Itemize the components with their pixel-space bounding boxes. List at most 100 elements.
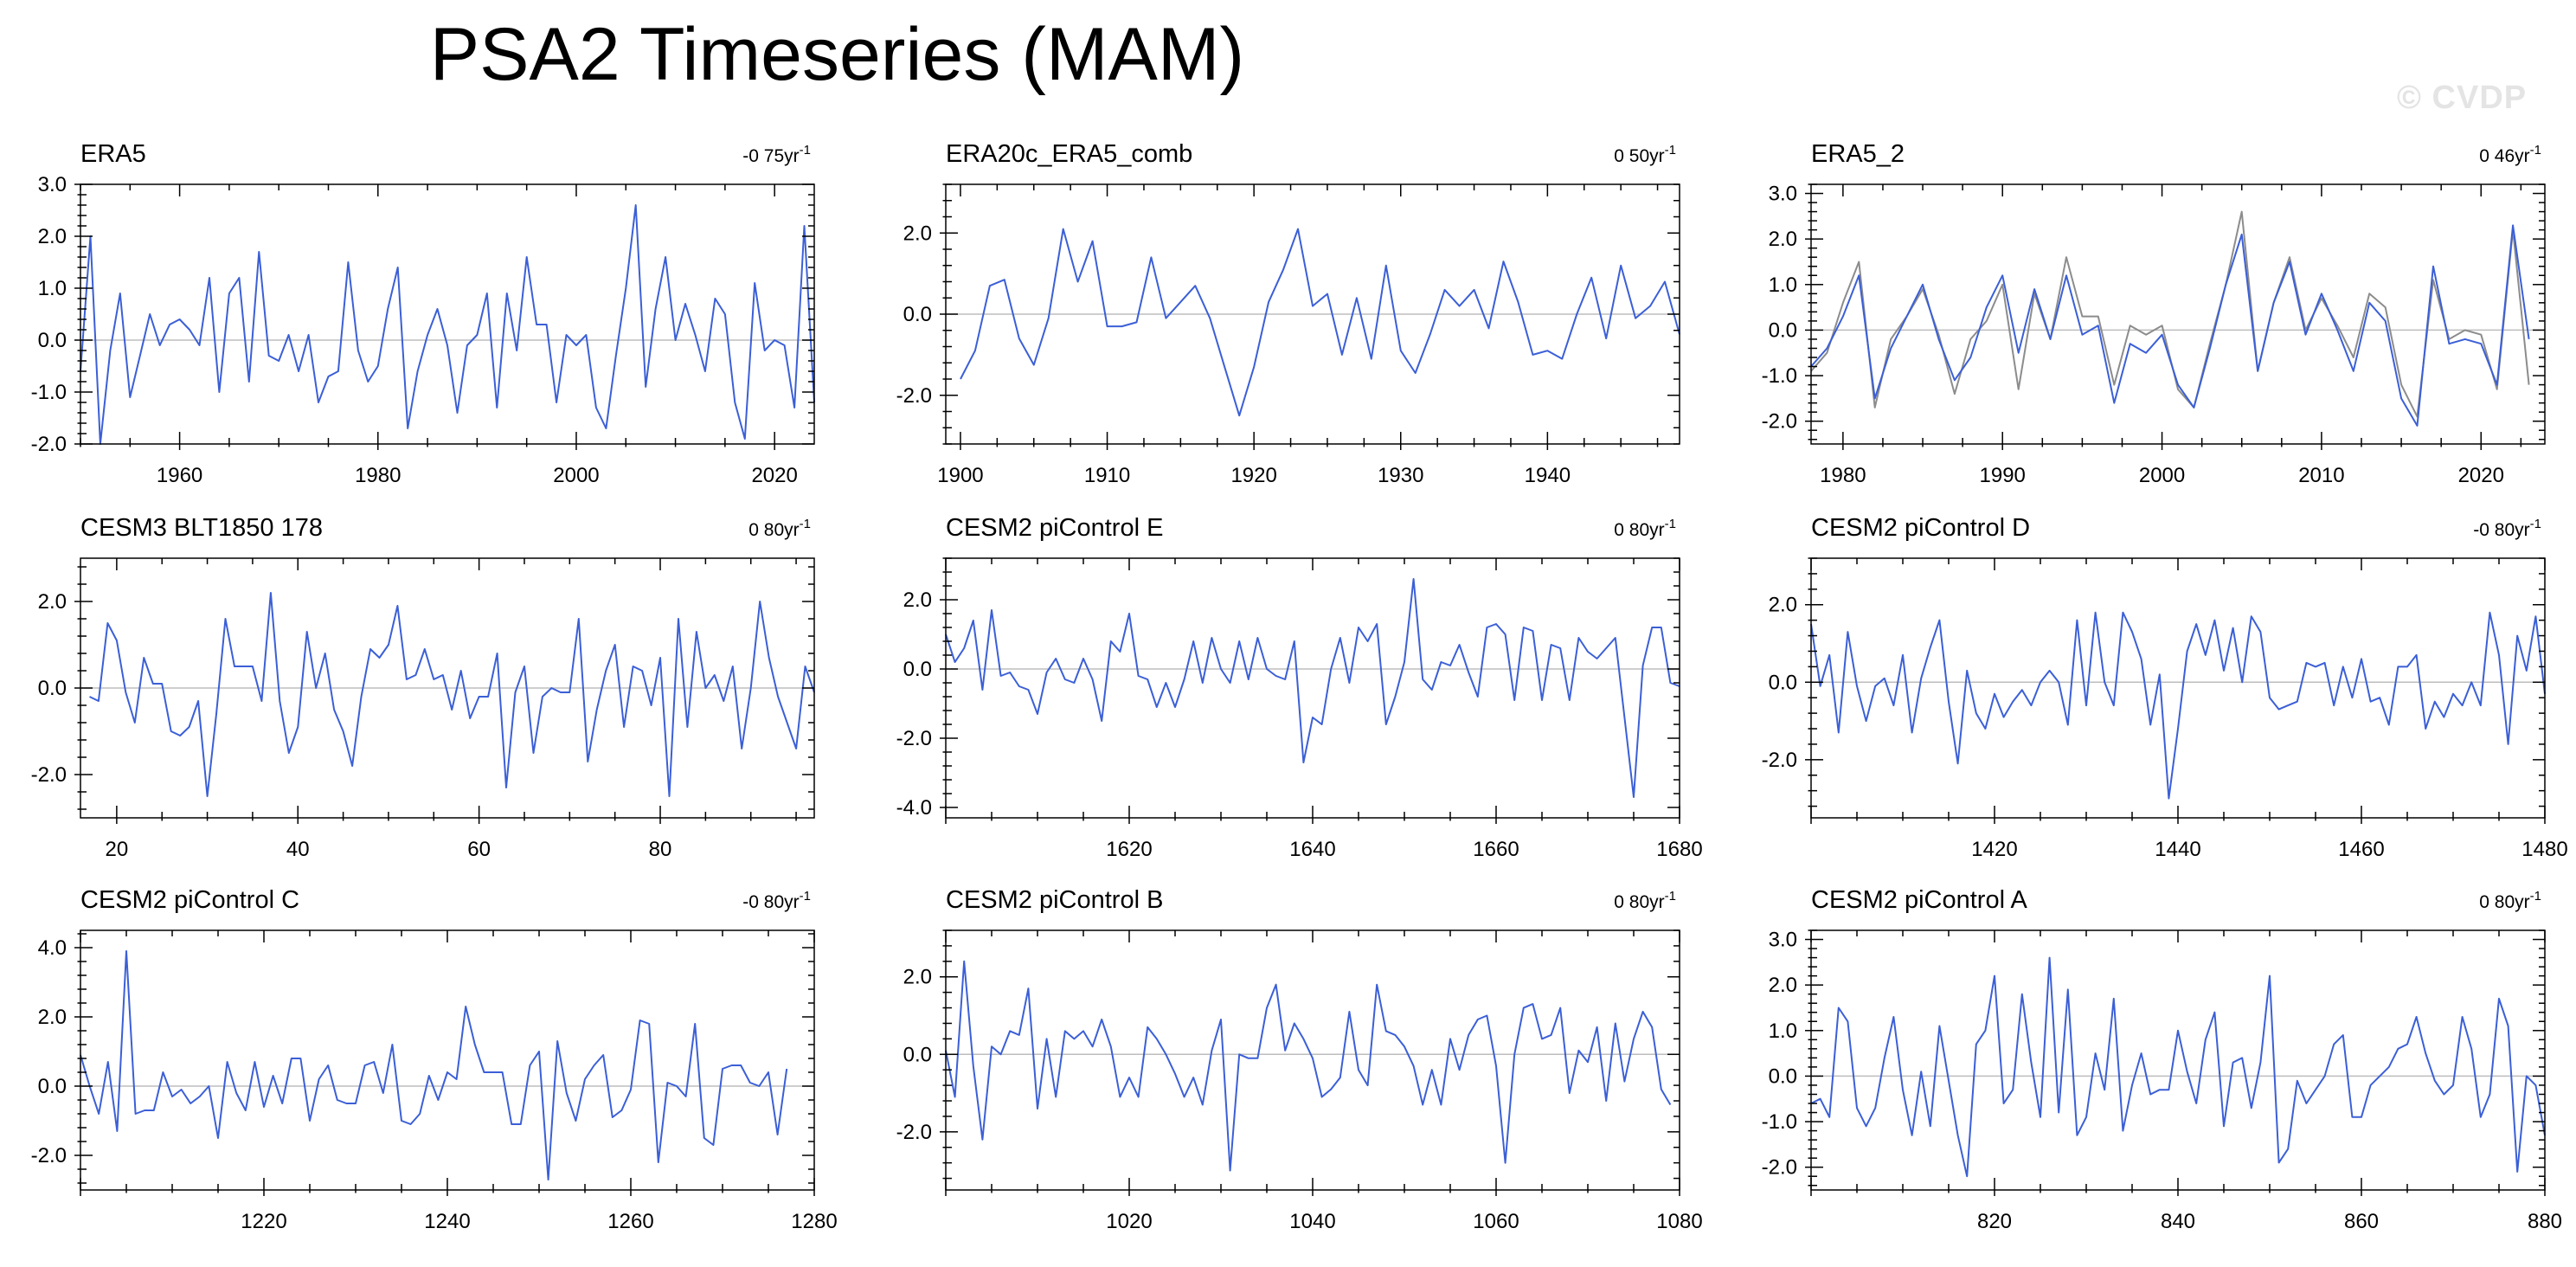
chart-panel: CESM2 piControl E 0 80yr-1 -4.0 -2.0 0.0 2.0 1… xyxy=(896,514,1703,861)
series-line-era5 xyxy=(80,204,815,445)
trend-exponent: -1 xyxy=(800,517,811,531)
y-tick-label: 3.0 xyxy=(1769,929,1797,952)
series-line-cesm2-picontrol-c xyxy=(80,950,788,1180)
x-tick-label: 1020 xyxy=(1106,1210,1152,1233)
trend-exponent: -1 xyxy=(800,143,811,158)
trend-exponent: -1 xyxy=(1665,143,1676,158)
x-tick-label: 860 xyxy=(2344,1210,2379,1233)
x-tick-label: 1260 xyxy=(607,1210,653,1233)
x-tick-label: 1240 xyxy=(424,1210,470,1233)
y-tick-label: -1.0 xyxy=(1762,364,1797,388)
y-tick-label: 2.0 xyxy=(1769,228,1797,251)
x-tick-label: 1980 xyxy=(1820,464,1866,487)
plot-frame xyxy=(1810,557,2546,819)
x-tick-label: 1280 xyxy=(791,1210,837,1233)
panel-title: CESM2 piControl C xyxy=(80,886,299,914)
x-tick-label: 2010 xyxy=(2298,464,2344,487)
plot-frame xyxy=(80,929,815,1191)
x-tick-label: 1480 xyxy=(2521,838,2567,861)
trend-label: 0 46yr-1 xyxy=(2479,143,2541,166)
y-tick-label: 0.0 xyxy=(38,677,67,700)
trend-label: 0 80yr-1 xyxy=(1614,889,1676,912)
y-tick-label: 2.0 xyxy=(1769,594,1797,617)
x-tick-label: 1040 xyxy=(1289,1210,1335,1233)
y-tick-label: 2.0 xyxy=(38,590,67,614)
y-tick-label: -2.0 xyxy=(31,1144,67,1167)
plot-frame xyxy=(1810,183,2546,445)
chart-panel: ERA20c_ERA5_comb 0 50yr-1 -2.0 0.0 2.0 1900 19… xyxy=(896,140,1680,487)
y-tick-label: 2.0 xyxy=(903,588,932,612)
plot-frame xyxy=(1810,929,2546,1191)
cvdp-watermark: © CVDP xyxy=(2397,80,2528,116)
x-tick-label: 80 xyxy=(649,838,672,861)
x-tick-label: 2020 xyxy=(751,464,797,487)
y-tick-label: 2.0 xyxy=(1769,974,1797,997)
series-line-era20c-era5-comb xyxy=(960,228,1680,417)
plot-frame xyxy=(945,557,1680,819)
x-tick-label: 1420 xyxy=(1971,838,2017,861)
y-tick-label: 3.0 xyxy=(38,173,67,196)
y-tick-label: 0.0 xyxy=(903,303,932,326)
trend-label: 0 50yr-1 xyxy=(1614,143,1676,166)
x-tick-label: 1930 xyxy=(1378,464,1423,487)
x-tick-label: 1920 xyxy=(1230,464,1276,487)
page-title: PSA2 Timeseries (MAM) xyxy=(429,13,1245,96)
x-tick-label: 1220 xyxy=(241,1210,286,1233)
trend-label: -0 80yr-1 xyxy=(742,889,811,912)
x-tick-label: 1910 xyxy=(1084,464,1130,487)
y-tick-label: -1.0 xyxy=(31,381,67,404)
trend-label: -0 75yr-1 xyxy=(742,143,811,166)
y-tick-label: -2.0 xyxy=(1762,410,1797,434)
y-tick-label: -2.0 xyxy=(31,433,67,456)
y-tick-label: 0.0 xyxy=(903,658,932,681)
y-tick-label: 2.0 xyxy=(38,1006,67,1029)
trend-exponent: -1 xyxy=(800,889,811,904)
trend-label: -0 80yr-1 xyxy=(2473,517,2541,540)
chart-panel: CESM3 BLT1850 178 0 80yr-1 -2.0 0.0 2.0 20 40 6… xyxy=(31,514,815,861)
panel-title: CESM2 piControl A xyxy=(1811,886,2027,914)
x-tick-label: 1060 xyxy=(1473,1210,1519,1233)
y-tick-label: -2.0 xyxy=(896,1121,932,1144)
x-tick-label: 40 xyxy=(286,838,310,861)
x-tick-label: 1900 xyxy=(937,464,983,487)
y-tick-label: -2.0 xyxy=(31,763,67,787)
panel-title: CESM2 piControl D xyxy=(1811,514,2030,542)
y-tick-label: 2.0 xyxy=(903,966,932,989)
trend-exponent: -1 xyxy=(1665,517,1676,531)
x-tick-label: 820 xyxy=(1977,1210,2012,1233)
series-line-cesm2-picontrol-b xyxy=(945,960,1672,1172)
x-tick-label: 2000 xyxy=(553,464,599,487)
y-tick-label: -2.0 xyxy=(1762,1156,1797,1180)
chart-panel: ERA5 -0 75yr-1 -2.0 -1.0 0.0 1.0 2.0 3.0 1960 198… xyxy=(31,140,815,487)
series-line-cesm2-picontrol-a xyxy=(1810,956,2546,1178)
x-tick-label: 1940 xyxy=(1525,464,1571,487)
x-tick-label: 2020 xyxy=(2458,464,2504,487)
panel-title: ERA5_2 xyxy=(1811,140,1905,168)
y-tick-label: 0.0 xyxy=(1769,318,1797,342)
x-tick-label: 1680 xyxy=(1656,838,1702,861)
x-tick-label: 20 xyxy=(106,838,129,861)
panel-title: CESM2 piControl E xyxy=(946,514,1163,542)
y-tick-label: -2.0 xyxy=(896,727,932,750)
series-line-cesm3-blt1850-178 xyxy=(89,592,815,797)
series-line-cesm2-picontrol-d xyxy=(1810,611,2546,800)
x-tick-label: 60 xyxy=(467,838,491,861)
y-tick-label: -2.0 xyxy=(896,384,932,408)
trend-exponent: -1 xyxy=(2530,889,2541,904)
x-tick-label: 1640 xyxy=(1289,838,1335,861)
x-tick-label: 1980 xyxy=(355,464,401,487)
chart-panel: ERA5_2 0 46yr-1 -2.0 -1.0 0.0 1.0 2.0 3.0 1980 19… xyxy=(1762,140,2546,487)
series-line-cesm2-picontrol-e xyxy=(945,578,1680,798)
chart-panel: CESM2 piControl D -0 80yr-1 -2.0 0.0 2.0 1420… xyxy=(1762,514,2568,861)
panel-title: CESM2 piControl B xyxy=(946,886,1163,914)
plot-frame xyxy=(80,183,815,445)
trend-exponent: -1 xyxy=(2530,143,2541,158)
y-tick-label: 1.0 xyxy=(1769,273,1797,297)
trend-label: 0 80yr-1 xyxy=(748,517,811,540)
y-tick-label: 1.0 xyxy=(1769,1019,1797,1043)
trend-label: 0 80yr-1 xyxy=(2479,889,2541,912)
x-tick-label: 1440 xyxy=(2155,838,2200,861)
panel-title: ERA5 xyxy=(80,140,146,168)
y-tick-label: 0.0 xyxy=(1769,1064,1797,1088)
